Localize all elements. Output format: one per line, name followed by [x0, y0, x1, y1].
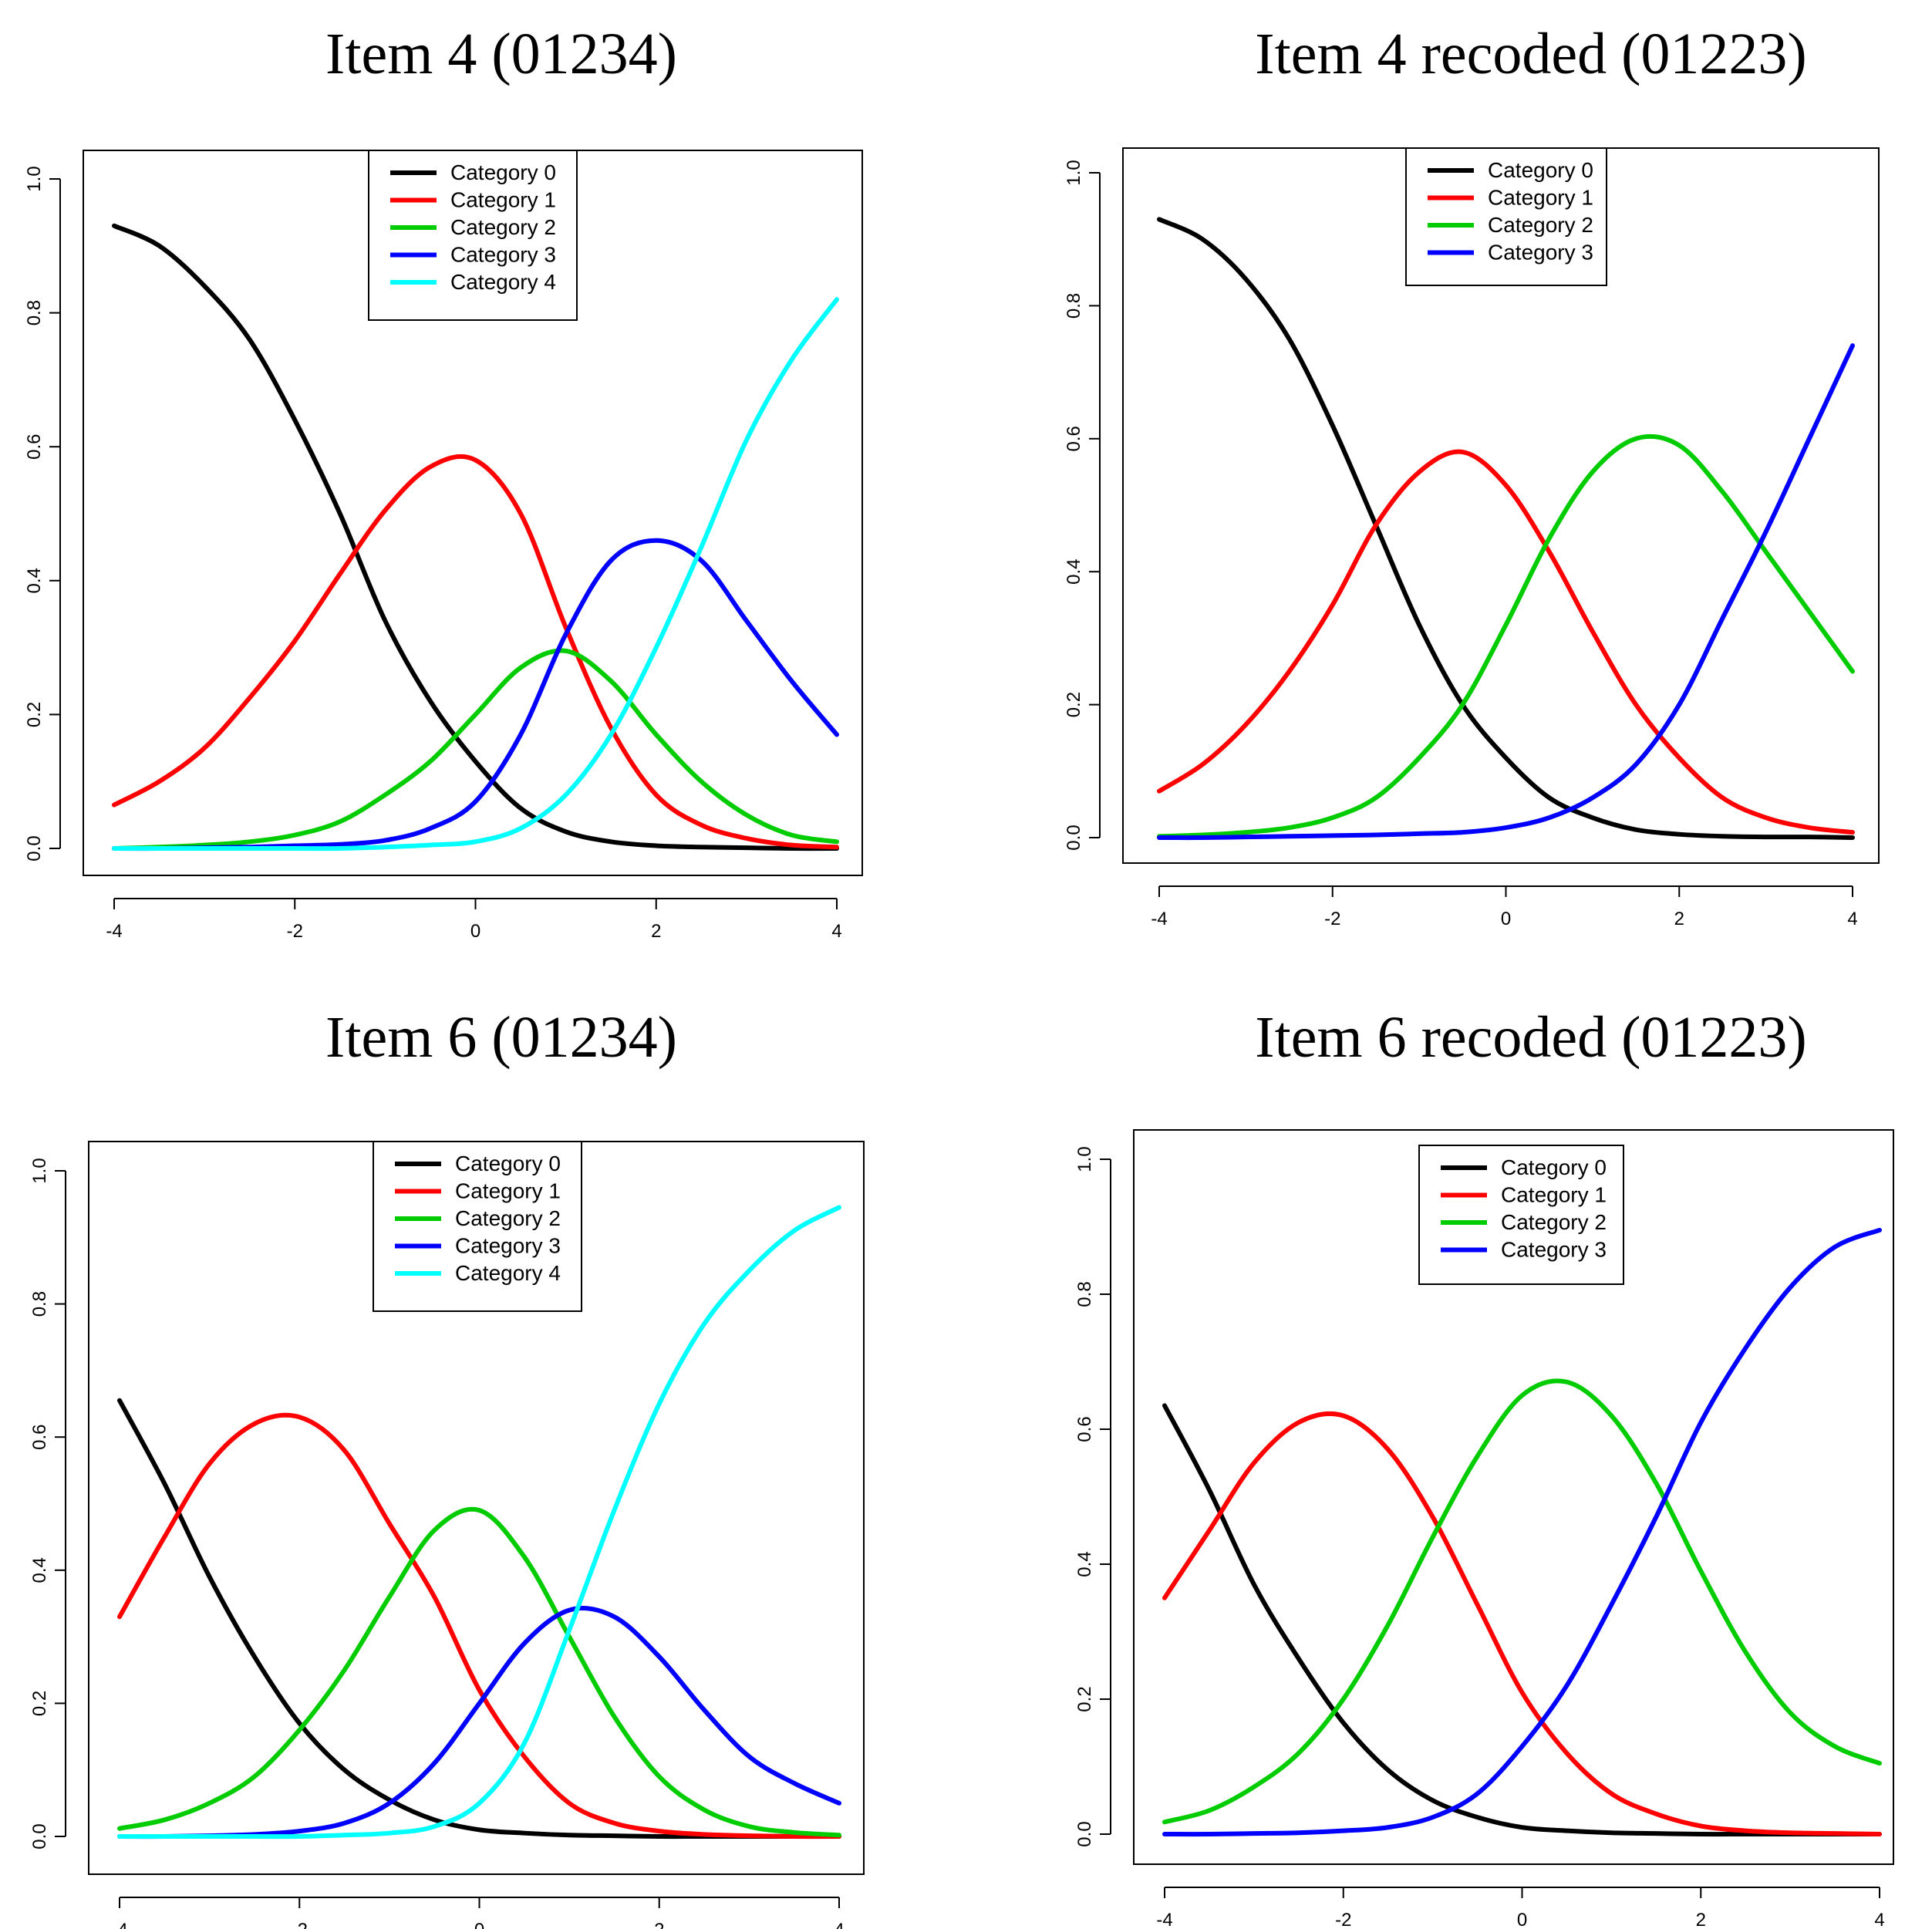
y-tick-label: 1.0 [29, 1158, 50, 1183]
x-tick-label: -4 [1151, 909, 1167, 929]
plot-frame [1133, 1129, 1894, 1865]
series-line-category-1 [117, 1412, 841, 1840]
y-tick-label: 0.8 [29, 1291, 50, 1317]
x-tick-label: -2 [287, 921, 303, 942]
legend: Category 0 Category 1 Category 2 Category 3 [1405, 147, 1607, 286]
legend-label-category-2: Category 2 [1488, 213, 1593, 237]
y-tick-label: 0.4 [29, 1557, 50, 1583]
series-line-category-1 [1162, 1411, 1882, 1836]
x-tick-label: 4 [1874, 1910, 1884, 1929]
x-tick-label: -4 [111, 1920, 127, 1929]
series-line-category-4 [117, 1205, 841, 1840]
y-tick-label: 1.0 [1074, 1146, 1095, 1172]
series-line-category-3 [1162, 1227, 1882, 1837]
legend-label-category-3: Category 3 [1501, 1238, 1607, 1262]
series-line-category-2 [117, 1506, 841, 1838]
series-line-category-2 [1157, 433, 1855, 839]
y-tick-label: 0.6 [24, 434, 45, 460]
series-line-category-2 [112, 648, 839, 851]
x-tick-label: -2 [1335, 1910, 1351, 1929]
chart-panel-4: Item 6 recoded (01223) -4 -2 0 2 4 0.0 0.2 0.4 0.… [1074, 1005, 1894, 1929]
y-tick-label: 0.8 [1074, 1281, 1095, 1307]
y-tick-label: 0.6 [1074, 1416, 1095, 1442]
y-tick-label: 1.0 [1064, 160, 1084, 185]
chart-title: Item 4 recoded (01223) [1255, 22, 1806, 86]
legend-label-category-0: Category 0 [1488, 158, 1593, 182]
chart-panel-2: Item 4 recoded (01223) -4 -2 0 2 4 0.0 0.2 0.4 0.… [1064, 22, 1880, 929]
series-line-category-0 [1162, 1403, 1882, 1837]
y-tick-label: 0.2 [1074, 1686, 1095, 1711]
series-line-category-4 [112, 297, 839, 852]
y-tick-label: 0.6 [29, 1425, 50, 1450]
y-tick-label: 0.0 [1064, 825, 1084, 850]
y-tick-label: 0.4 [1074, 1551, 1095, 1577]
legend-box [368, 150, 578, 321]
x-tick-label: 4 [1847, 909, 1857, 929]
x-tick-label: 4 [834, 1920, 844, 1929]
series-line-category-0 [1157, 217, 1855, 840]
legend: Category 0 Category 1 Category 2 Category 3… [368, 150, 578, 321]
x-tick-label: -2 [292, 1920, 308, 1929]
chart-panel-3: Item 6 (01234) -4 -2 0 2 4 0.0 0.2 0.4 0.6 0.8 1.0 C… [29, 1005, 865, 1929]
legend-box [373, 1141, 582, 1312]
chart-panel-1: Item 4 (01234) -4 -2 0 2 4 0.0 0.2 0.4 0.6 0.8 1.0 C… [24, 22, 863, 942]
legend-label-category-2: Category 2 [1501, 1210, 1607, 1234]
legend-label-category-1: Category 1 [1488, 186, 1593, 210]
legend-label-category-3: Category 3 [1488, 241, 1593, 265]
series-line-category-2 [1162, 1378, 1882, 1825]
x-tick-label: 0 [1517, 1910, 1527, 1929]
legend-label-category-1: Category 1 [455, 1179, 561, 1203]
chart-title: Item 6 (01234) [325, 1005, 677, 1070]
x-tick-label: 2 [654, 1920, 664, 1929]
series-line-category-0 [117, 1398, 841, 1840]
x-tick-label: -2 [1324, 909, 1340, 929]
legend-label-category-4: Category 4 [450, 270, 556, 294]
x-tick-label: 2 [1674, 909, 1684, 929]
y-tick-label: 0.4 [24, 568, 45, 593]
x-tick-label: 0 [470, 921, 480, 942]
legend: Category 0 Category 1 Category 2 Category 3 [1418, 1145, 1624, 1285]
y-tick-label: 0.2 [1064, 692, 1084, 717]
x-tick-label: 4 [831, 921, 841, 942]
series-line-category-3 [1157, 343, 1855, 841]
y-tick-label: 0.2 [24, 702, 45, 727]
chart-title: Item 4 (01234) [325, 22, 677, 86]
y-tick-label: 0.0 [29, 1823, 50, 1849]
y-tick-label: 0.0 [1074, 1821, 1095, 1846]
y-tick-label: 0.4 [1064, 559, 1084, 585]
x-tick-label: -4 [106, 921, 122, 942]
legend-label-category-0: Category 0 [455, 1152, 561, 1175]
legend-label-category-3: Category 3 [455, 1234, 561, 1258]
legend-label-category-2: Category 2 [450, 215, 556, 239]
legend-label-category-2: Category 2 [455, 1206, 561, 1230]
x-tick-label: 0 [474, 1920, 484, 1929]
legend-label-category-0: Category 0 [1501, 1155, 1607, 1179]
legend-label-category-1: Category 1 [450, 188, 556, 212]
series-line-category-1 [112, 454, 839, 850]
x-tick-label: 0 [1501, 909, 1511, 929]
legend-label-category-3: Category 3 [450, 243, 556, 267]
x-tick-label: 2 [1696, 1910, 1706, 1929]
chart-title: Item 6 recoded (01223) [1255, 1005, 1806, 1070]
y-tick-label: 0.8 [1064, 293, 1084, 319]
x-tick-label: -4 [1156, 1910, 1172, 1929]
legend-label-category-4: Category 4 [455, 1261, 561, 1285]
series-line-category-1 [1157, 449, 1855, 835]
y-tick-label: 0.8 [24, 300, 45, 325]
y-tick-label: 0.0 [24, 835, 45, 861]
y-tick-label: 1.0 [24, 166, 45, 191]
y-tick-label: 0.6 [1064, 426, 1084, 451]
series-line-category-0 [112, 223, 839, 852]
legend-label-category-1: Category 1 [1501, 1183, 1607, 1207]
legend: Category 0 Category 1 Category 2 Category 3… [373, 1141, 582, 1312]
x-tick-label: 2 [651, 921, 661, 942]
y-tick-label: 0.2 [29, 1691, 50, 1716]
legend-label-category-0: Category 0 [450, 160, 556, 184]
